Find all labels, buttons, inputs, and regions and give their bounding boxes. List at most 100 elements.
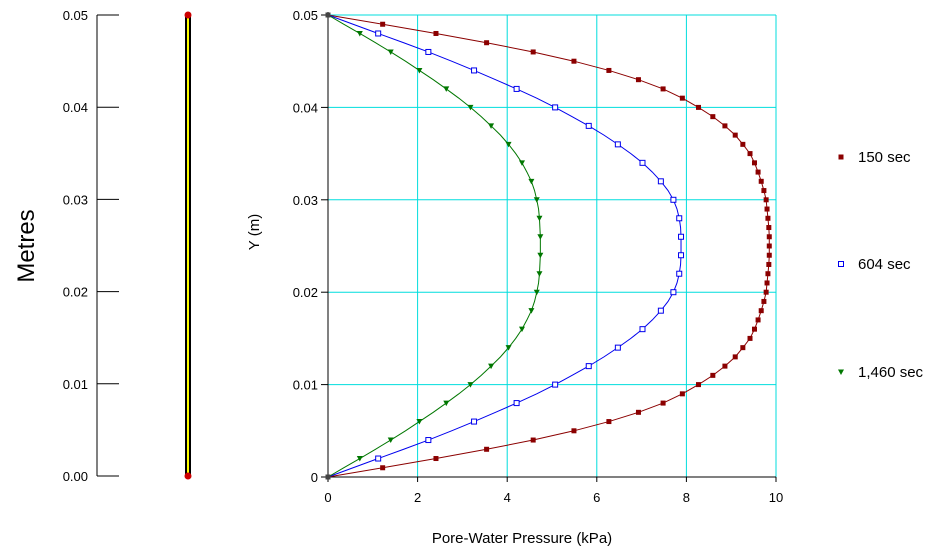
metres-tick-label: 0.03	[63, 192, 88, 207]
data-point	[755, 317, 761, 323]
x-tick-label: 10	[769, 490, 783, 505]
data-point	[530, 49, 536, 55]
data-point	[325, 12, 331, 18]
data-point	[467, 382, 474, 388]
data-point	[513, 85, 520, 92]
x-tick-labels: 0 2 4 6 8 10	[324, 490, 783, 505]
x-tick-label: 0	[324, 490, 331, 505]
data-point	[356, 456, 363, 462]
chart-grid	[328, 14, 777, 477]
data-point	[660, 400, 666, 406]
data-point	[657, 307, 664, 314]
data-point	[766, 261, 772, 267]
y-tick-label: 0.04	[293, 100, 318, 115]
data-point	[380, 21, 386, 27]
data-point	[764, 206, 770, 212]
data-point	[751, 326, 757, 332]
y-tick-labels: 0 0.01 0.02 0.03 0.04 0.05	[293, 8, 318, 485]
data-point	[471, 67, 478, 74]
data-point	[751, 160, 757, 166]
data-point	[606, 419, 612, 425]
data-point	[443, 86, 450, 92]
data-point	[635, 77, 641, 83]
data-point	[528, 178, 535, 185]
x-tick-label: 4	[504, 490, 511, 505]
data-point	[710, 114, 716, 120]
data-point	[528, 308, 535, 314]
data-point	[763, 289, 769, 295]
x-axis-title: Pore-Water Pressure (kPa)	[432, 530, 612, 547]
data-point	[679, 391, 685, 397]
data-point	[606, 67, 612, 73]
series-2	[325, 12, 685, 480]
data-point	[676, 270, 683, 277]
data-point	[722, 123, 728, 129]
data-point	[530, 437, 536, 443]
x-tick-label: 8	[683, 490, 690, 505]
data-point	[670, 289, 677, 296]
metres-tick-label: 0.04	[63, 100, 88, 115]
metres-tick-label: 0.02	[63, 285, 88, 300]
data-point	[695, 382, 701, 388]
data-point	[533, 289, 540, 296]
data-point	[375, 30, 382, 37]
data-point	[536, 215, 543, 222]
series-3	[325, 12, 544, 480]
data-point	[585, 363, 592, 370]
data-point	[639, 159, 646, 166]
data-point	[356, 30, 363, 37]
data-point	[763, 197, 769, 203]
data-point	[505, 345, 512, 351]
data-point	[467, 104, 474, 111]
data-point	[766, 234, 772, 240]
metres-tick-label: 0.00	[63, 469, 88, 484]
data-point	[537, 252, 544, 259]
data-point	[443, 400, 450, 407]
data-point	[758, 178, 764, 184]
series-1	[325, 12, 772, 480]
data-point	[484, 446, 490, 452]
data-point	[416, 67, 423, 74]
legend-label: 604 sec	[858, 256, 911, 273]
data-point	[571, 58, 577, 64]
soil-column	[184, 11, 192, 480]
data-point	[614, 141, 621, 148]
data-point	[585, 122, 592, 129]
data-point	[761, 188, 767, 194]
y-tick-label: 0.02	[293, 285, 318, 300]
legend-marker	[838, 369, 844, 375]
data-point	[537, 234, 544, 240]
data-point	[766, 252, 772, 258]
data-point	[614, 344, 621, 351]
data-point	[639, 326, 646, 333]
data-point	[766, 243, 772, 249]
series-lines	[325, 12, 772, 480]
data-point	[387, 437, 394, 444]
data-point	[375, 455, 382, 462]
chart-axes	[321, 12, 777, 482]
data-point	[513, 400, 520, 407]
data-point	[747, 335, 753, 341]
y-tick-label: 0	[311, 470, 318, 485]
series-line	[327, 14, 682, 478]
data-point	[425, 437, 432, 444]
data-point	[536, 271, 543, 277]
data-point	[571, 428, 577, 434]
data-point	[488, 123, 495, 129]
data-point	[657, 178, 664, 185]
metres-axis-label: Metres	[13, 209, 40, 282]
data-point	[416, 419, 423, 425]
data-point	[676, 215, 683, 222]
data-point	[678, 252, 685, 259]
data-point	[710, 372, 716, 378]
data-point	[761, 298, 767, 304]
data-point	[518, 326, 525, 333]
data-point	[732, 354, 738, 360]
data-point	[670, 196, 677, 203]
data-point	[518, 160, 525, 166]
data-point	[387, 49, 394, 55]
x-tick-label: 2	[414, 490, 421, 505]
data-point	[740, 345, 746, 351]
data-point	[765, 215, 771, 221]
